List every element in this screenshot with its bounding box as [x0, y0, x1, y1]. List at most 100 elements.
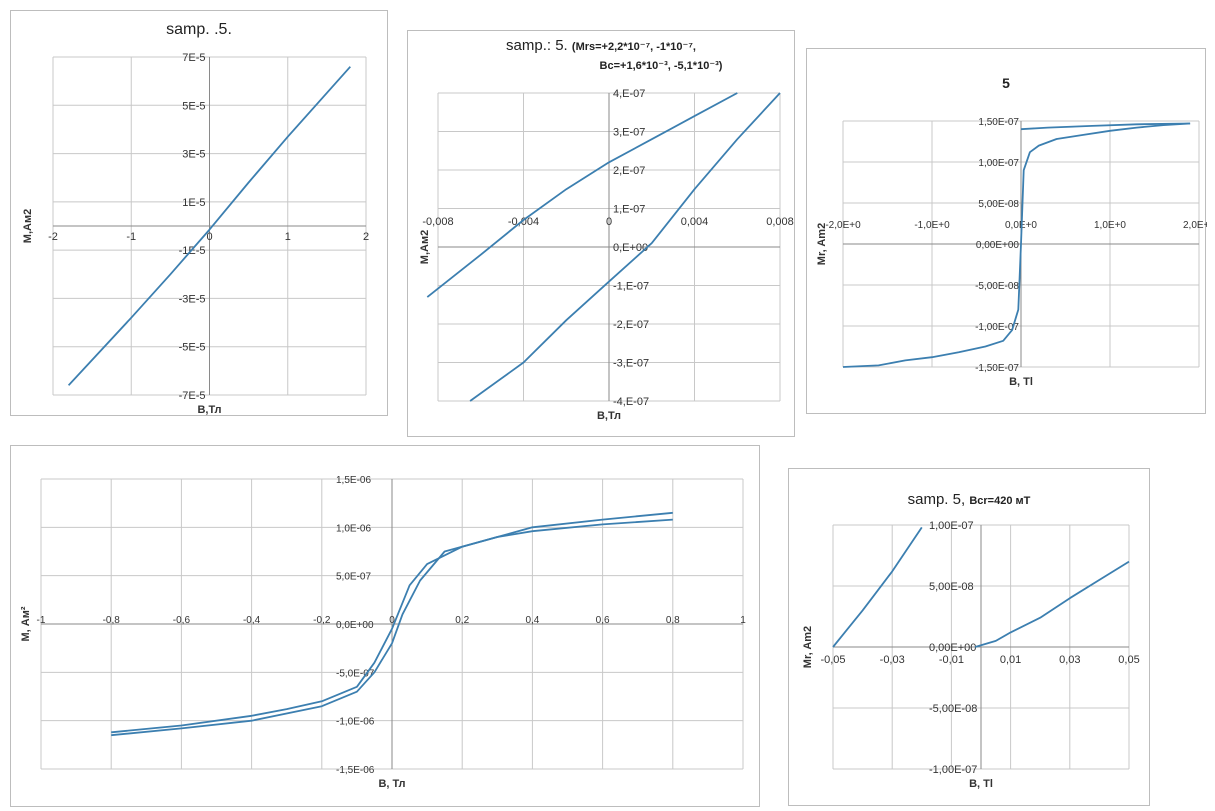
y-tick-label: 1,00E-07 — [929, 520, 974, 532]
y-tick-label: 1,50E-07 — [978, 117, 1019, 128]
series-line-2 — [974, 560, 1130, 648]
x-tick-label: -0,01 — [939, 654, 964, 666]
y-axis-label: M,Ам2 — [419, 230, 431, 264]
y-tick-label: -2,E-07 — [613, 319, 649, 331]
y-tick-label: 1,5E-06 — [336, 475, 371, 486]
x-tick-label: 2 — [363, 231, 369, 243]
series-line-1 — [832, 526, 923, 648]
y-tick-label: 1,00E-07 — [978, 158, 1019, 169]
x-axis-label: B, Tl — [969, 778, 993, 790]
x-tick-label: -0,2 — [313, 615, 331, 626]
chart-panel-5: samp. 5, Bcr=420 мT -0,05 -0,03 -0,01 0,01 0… — [788, 468, 1150, 806]
x-tick-label: 0,2 — [455, 615, 469, 626]
chart-1-plot: -2 -1 0 1 2 7E-5 5E-5 3E-5 1E-5 -1E-5 -3E-5 -5E-5 -7… — [22, 52, 369, 416]
x-tick-label: 0 — [206, 231, 212, 243]
x-axis-label: B,Тл — [197, 404, 221, 416]
y-tick-label: 3,E-07 — [613, 127, 645, 139]
chart-2-plot: -0,008 -0,004 0 0,004 0,008 4,E-07 3,E-07 2,E-0… — [419, 88, 794, 422]
y-tick-label: 2,E-07 — [613, 165, 645, 177]
x-tick-label: 2,0E+0 — [1183, 220, 1207, 231]
y-tick-label: 1,E-07 — [613, 204, 645, 216]
chart-3-plot: -2,0E+0-1,0E+00,0E+01,0E+02,0E+01,50E-07… — [816, 117, 1207, 388]
series-line-1 — [67, 66, 351, 386]
chart-3-title: 5 — [1002, 75, 1010, 91]
y-tick-label: -5,00E-08 — [929, 703, 977, 715]
y-axis-label: M, Ам² — [20, 606, 32, 641]
y-tick-label: -4,E-07 — [613, 396, 649, 408]
series-line-1 — [842, 122, 1191, 368]
x-tick-label: -0,004 — [508, 216, 539, 228]
chart-panel-4: -1 -0,8 -0,6 -0,4 -0,2 0 0,2 0,4 0,6 0,8 1 1,5E-06 1… — [10, 445, 760, 807]
chart-5-title: samp. 5, Bcr=420 мT — [789, 491, 1149, 508]
x-tick-label: -2 — [48, 231, 58, 243]
y-tick-label: 5,0E-07 — [336, 572, 371, 583]
chart-5-grid — [832, 524, 1130, 770]
y-tick-label: 4,E-07 — [613, 88, 645, 100]
y-tick-label: -3,E-07 — [613, 358, 649, 370]
y-axis-label: Mr, Am2 — [802, 626, 814, 668]
x-tick-label: -0,4 — [243, 615, 261, 626]
chart-5-title-main: samp. 5, — [907, 491, 966, 508]
chart-2-title: samp.: 5. (Mrs=+2,2*10⁻⁷, -1*10⁻⁷, — [408, 37, 794, 54]
y-tick-label: -1,E-07 — [613, 281, 649, 293]
x-tick-label: 0,8 — [666, 615, 680, 626]
y-tick-label: 0,0E+00 — [336, 620, 374, 631]
series-line-2 — [1020, 122, 1191, 131]
chart-2-title-extra: (Mrs=+2,2*10⁻⁷, -1*10⁻⁷, — [571, 41, 696, 53]
x-tick-label: -0,008 — [422, 216, 453, 228]
x-tick-label: 0,008 — [766, 216, 794, 228]
y-tick-label: 0,00E+00 — [976, 240, 1020, 251]
x-tick-label: -1 — [37, 615, 46, 626]
y-tick-label: -1,00E-07 — [929, 764, 977, 776]
x-axis-label: B, Tl — [1009, 376, 1033, 388]
chart-2-title-main: samp.: 5. — [506, 37, 568, 54]
series-line-1 — [426, 92, 738, 298]
y-tick-label: -1,50E-07 — [975, 363, 1019, 374]
series-line-1 — [111, 518, 673, 734]
x-axis-label: B, Тл — [378, 778, 405, 790]
x-tick-label: 0 — [606, 216, 612, 228]
y-tick-label: -5E-5 — [179, 342, 206, 354]
chart-2-title-line2: Bc=+1,6*10⁻³, -5,1*10⁻³) — [599, 60, 723, 72]
x-tick-label: -0,03 — [880, 654, 905, 666]
x-tick-label: -2,0E+0 — [825, 220, 861, 231]
y-tick-label: -1E-5 — [179, 245, 206, 257]
chart-1-grid — [52, 56, 367, 396]
chart-5-plot: -0,05 -0,03 -0,01 0,01 0,03 0,05 1,00E-07 5,00E… — [802, 520, 1140, 790]
x-tick-label: 0,4 — [525, 615, 539, 626]
chart-1-title: samp. .5. — [166, 21, 232, 38]
y-tick-label: 3E-5 — [182, 149, 205, 161]
y-tick-label: 5,00E-08 — [929, 581, 974, 593]
x-tick-label: -1 — [126, 231, 136, 243]
x-tick-label: 0,01 — [1000, 654, 1021, 666]
x-tick-label: 0 — [389, 615, 395, 626]
x-tick-label: 0,05 — [1118, 654, 1139, 666]
chart-panel-2: samp.: 5. (Mrs=+2,2*10⁻⁷, -1*10⁻⁷, Bc=+1… — [407, 30, 795, 437]
series-line-2 — [111, 511, 673, 737]
y-tick-label: 5,00E-08 — [978, 199, 1019, 210]
y-tick-label: -7E-5 — [179, 390, 206, 402]
y-tick-label: 5E-5 — [182, 100, 205, 112]
y-tick-label: 0,00E+00 — [929, 642, 976, 654]
x-tick-label: 1 — [740, 615, 746, 626]
y-axis-label: Mr, Am2 — [816, 223, 828, 265]
x-tick-label: -1,0E+0 — [914, 220, 950, 231]
x-axis-label: B,Тл — [597, 410, 621, 422]
x-tick-label: 1 — [285, 231, 291, 243]
y-tick-label: -1,5E-06 — [336, 765, 375, 776]
y-tick-label: 0,E+00 — [613, 242, 648, 254]
chart-5-title-extra: Bcr=420 мT — [969, 495, 1031, 507]
x-tick-label: 0,6 — [596, 615, 610, 626]
series-line-2 — [469, 92, 781, 402]
y-tick-label: -3E-5 — [179, 293, 206, 305]
x-tick-label: 0,03 — [1059, 654, 1080, 666]
chart-panel-3: 5 -2,0E+0-1,0E+00,0E+01,0E+02,0E+01,50E-… — [806, 48, 1207, 414]
y-tick-label: -5,00E-08 — [975, 281, 1019, 292]
y-tick-label: -1,00E-07 — [975, 322, 1019, 333]
x-tick-label: -0,6 — [173, 615, 191, 626]
chart-panel-1: samp. .5. -2 -1 0 1 2 7E-5 5E-5 3E-5 1E-5 -1E-5 -3… — [10, 10, 388, 416]
x-tick-label: -0,8 — [103, 615, 121, 626]
y-tick-label: 1E-5 — [182, 197, 205, 209]
y-axis-label: M,Ам2 — [22, 209, 34, 243]
chart-4-plot: -1 -0,8 -0,6 -0,4 -0,2 0 0,2 0,4 0,6 0,8 1 1,5E-06 1… — [20, 475, 746, 790]
